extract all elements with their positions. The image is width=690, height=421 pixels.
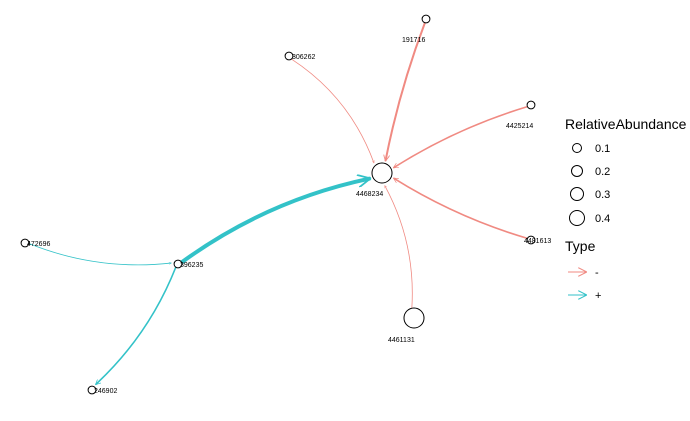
node-191716[interactable]: 191716 — [402, 15, 430, 44]
node-circle — [372, 163, 392, 183]
node-circle — [422, 15, 430, 23]
node-label: 472696 — [27, 241, 50, 248]
edge-4425214-to-4468234 — [394, 107, 528, 168]
legend-type-label-negative: - — [595, 267, 599, 279]
node-472696[interactable]: 472696 — [21, 239, 50, 248]
legend-size-label: 0.1 — [595, 143, 610, 155]
legend-type-label-positive: + — [595, 290, 601, 302]
legend-size-label: 0.4 — [595, 213, 610, 225]
edge-396235-to-4468234 — [182, 179, 370, 263]
node-306262[interactable]: 306262 — [285, 52, 315, 61]
node-4461131[interactable]: 4461131 — [388, 308, 424, 344]
node-4481613[interactable]: 4481613 — [524, 236, 551, 245]
edges-layer — [29, 23, 528, 385]
legend-size-label: 0.3 — [595, 189, 610, 201]
legend: RelativeAbundance 0.1 0.2 0.3 0.4 Type -… — [565, 116, 687, 302]
legend-size-symbol — [571, 188, 584, 201]
legend-size-symbol — [570, 211, 585, 226]
node-circle — [527, 101, 535, 109]
node-246902[interactable]: 246902 — [88, 386, 117, 395]
node-label: 246902 — [94, 388, 117, 395]
node-label: 4468234 — [356, 191, 383, 198]
legend-type-title: Type — [565, 238, 596, 254]
node-396235[interactable]: 396235 — [174, 260, 203, 269]
edge-306262-to-4468234 — [291, 59, 373, 163]
node-label: 306262 — [292, 54, 315, 61]
legend-size-symbol — [573, 144, 582, 153]
legend-size-title: RelativeAbundance — [565, 116, 687, 132]
node-4425214[interactable]: 4425214 — [506, 101, 535, 130]
node-label: 396235 — [180, 262, 203, 269]
edge-4461131-to-4468234 — [385, 186, 413, 309]
edge-396235-to-246902 — [96, 267, 176, 384]
node-label: 191716 — [402, 37, 425, 44]
node-label: 4425214 — [506, 123, 533, 130]
node-label: 4461131 — [388, 337, 415, 344]
node-circle — [404, 308, 424, 328]
legend-size-label: 0.2 — [595, 166, 610, 178]
edge-4481613-to-4468234 — [394, 178, 528, 238]
node-label: 4481613 — [524, 238, 551, 245]
legend-size-symbol — [572, 166, 583, 177]
